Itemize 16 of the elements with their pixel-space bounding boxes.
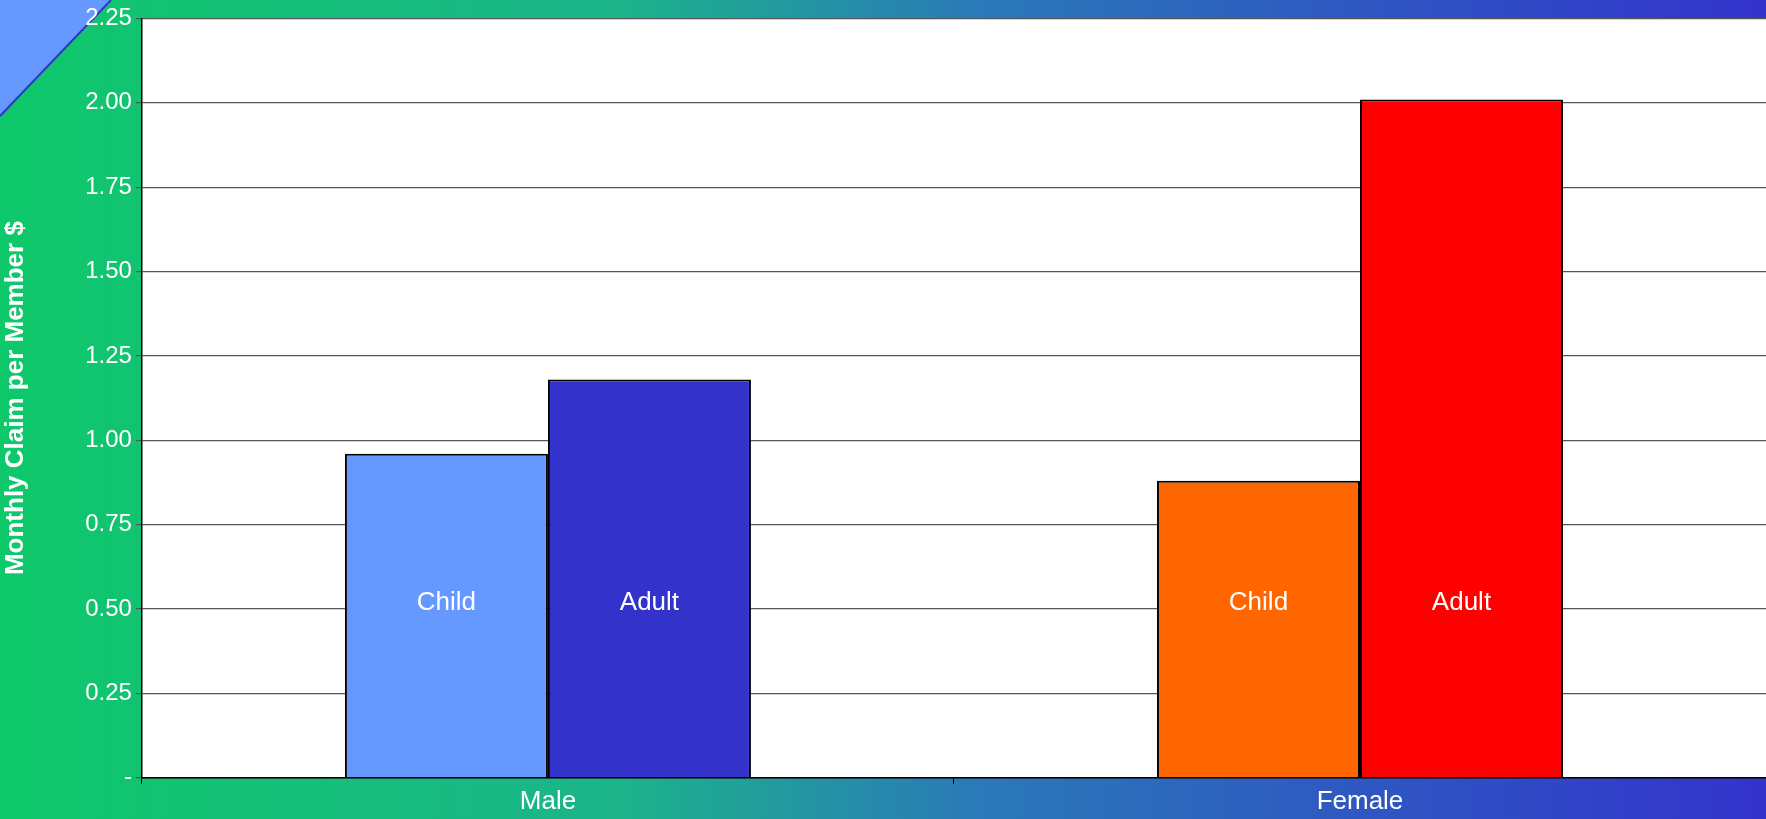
y-axis-title: Monthly Claim per Member $ [0,220,29,576]
x-tick-label: Female [1316,784,1404,815]
y-tick-label: 1.00 [85,424,132,452]
series-label: Child [1228,586,1289,617]
y-tick-label: 1.25 [85,340,132,368]
y-tick-label: - [123,762,132,790]
x-tick-label: Male [519,784,577,815]
y-tick-label: 0.75 [85,509,132,537]
y-tick-label: 1.50 [85,256,132,284]
y-tick-label: 2.00 [85,87,132,115]
y-tick-label: 1.75 [85,171,132,199]
text: Adult [619,586,680,617]
series-label: Adult [1431,586,1492,617]
y-tick-label: 0.25 [85,678,132,706]
text: Child [416,586,477,617]
y-tick-label: 0.50 [85,593,132,621]
